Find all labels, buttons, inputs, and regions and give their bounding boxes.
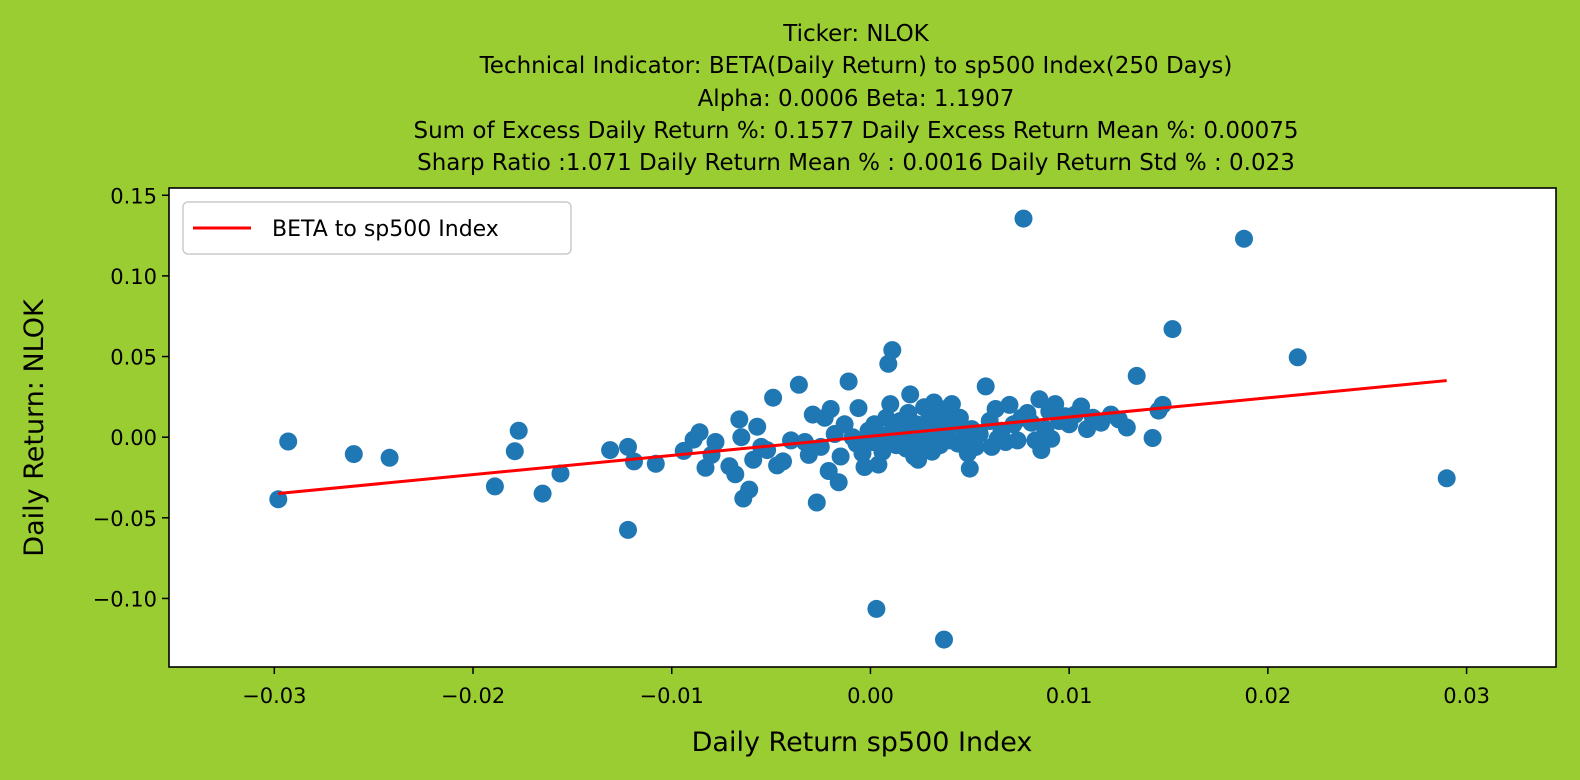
scatter-point (829, 473, 848, 492)
scatter-point (1030, 390, 1049, 409)
scatter-point (380, 448, 399, 467)
title-line-sharp-ratio: Sharp Ratio :1.071 Daily Return Mean % :… (417, 150, 1295, 176)
scatter-point (1000, 395, 1019, 414)
scatter-point (807, 493, 826, 512)
scatter-point (1143, 429, 1162, 447)
y-axis-ticks: −0.10 −0.05 0.00 0.05 0.10 0.15 (93, 184, 169, 611)
scatter-point (789, 375, 808, 394)
scatter-point (1163, 320, 1182, 339)
scatter-point (986, 400, 1005, 418)
scatter-point (881, 395, 900, 414)
title-line-excess-return: Sum of Excess Daily Return %: 0.1577 Dai… (414, 118, 1299, 144)
y-tick-label: 0.10 (110, 265, 157, 289)
title-line-indicator: Technical Indicator: BETA(Daily Return) … (479, 53, 1233, 79)
scatter-point (764, 388, 783, 407)
x-tick-label: −0.03 (242, 684, 306, 708)
scatter-point (1014, 209, 1033, 228)
scatter-point (509, 421, 528, 440)
scatter-point (758, 441, 777, 460)
scatter-point (625, 452, 643, 471)
scatter-point (269, 490, 288, 509)
scatter-point (950, 408, 969, 427)
scatter-point (839, 372, 858, 391)
scatter-point (1046, 395, 1065, 414)
scatter-point (942, 395, 961, 414)
scatter-point (279, 432, 298, 451)
scatter-point (901, 385, 920, 404)
scatter-point (1288, 348, 1307, 367)
scatter-point (744, 450, 763, 469)
scatter-point (879, 354, 898, 373)
scatter-point (1117, 418, 1136, 437)
scatter-point (344, 445, 363, 464)
legend-box (182, 201, 572, 255)
y-tick-label: 0.15 (110, 184, 157, 208)
scatter-point (976, 377, 995, 396)
scatter-point (740, 480, 759, 499)
x-tick-label: −0.02 (441, 684, 505, 708)
scatter-point (849, 399, 868, 418)
scatter-point (533, 484, 552, 503)
title-line-ticker: Ticker: NLOK (782, 21, 929, 47)
scatter-point (1235, 229, 1253, 248)
chart-title: Ticker: NLOK Technical Indicator: BETA(D… (414, 21, 1299, 176)
scatter-point (935, 630, 953, 649)
scatter-point (1008, 431, 1027, 450)
legend: BETA to sp500 Index (182, 201, 572, 255)
beta-line (278, 379, 1447, 495)
scatter-point (732, 428, 751, 447)
scatter-point (619, 520, 637, 539)
scatter-points (269, 209, 1456, 649)
scatter-point (960, 459, 979, 478)
scatter-point (1022, 413, 1041, 432)
scatter-point (690, 423, 709, 442)
scatter-point (1127, 366, 1146, 385)
scatter-point (619, 437, 637, 456)
x-tick-label: 0.02 (1244, 684, 1291, 708)
x-axis-label: Daily Return sp500 Index (692, 727, 1033, 758)
y-tick-label: −0.10 (93, 587, 157, 611)
x-tick-label: −0.01 (640, 684, 704, 708)
scatter-point (1072, 397, 1091, 416)
scatter-point (1042, 429, 1061, 448)
scatter-point (774, 452, 792, 471)
y-tick-label: 0.05 (110, 346, 157, 370)
scatter-point (601, 441, 620, 460)
x-axis-ticks: −0.03 −0.02 −0.01 0.00 0.01 0.02 0.03 (242, 667, 1490, 708)
x-tick-label: 0.01 (1046, 684, 1093, 708)
x-tick-label: 0.03 (1443, 684, 1490, 708)
y-tick-label: −0.05 (93, 507, 157, 531)
scatter-point (505, 442, 524, 461)
scatter-point (883, 341, 902, 360)
scatter-point (485, 477, 504, 496)
y-axis-label: Daily Return: NLOK (19, 298, 50, 557)
scatter-point (855, 458, 874, 476)
x-tick-label: 0.00 (847, 684, 894, 708)
scatter-point (748, 417, 767, 436)
scatter-point (1437, 469, 1456, 488)
scatter-point (867, 599, 886, 618)
y-tick-label: 0.00 (110, 426, 157, 450)
scatter-point (1153, 395, 1172, 414)
scatter-point (551, 464, 570, 483)
plot-frame (168, 187, 1557, 668)
legend-label-beta: BETA to sp500 Index (272, 217, 499, 242)
scatter-point (730, 410, 749, 429)
title-line-alpha-beta: Alpha: 0.0006 Beta: 1.1907 (698, 86, 1015, 112)
scatter-point (706, 433, 725, 451)
scatter-point (970, 425, 989, 443)
scatter-point (821, 400, 840, 418)
scatter-point (835, 415, 854, 434)
scatter-point (831, 447, 850, 466)
scatter-point (646, 454, 665, 473)
beta-regression-line (278, 379, 1447, 495)
scatter-point (873, 442, 892, 461)
scatter-point (726, 465, 745, 484)
